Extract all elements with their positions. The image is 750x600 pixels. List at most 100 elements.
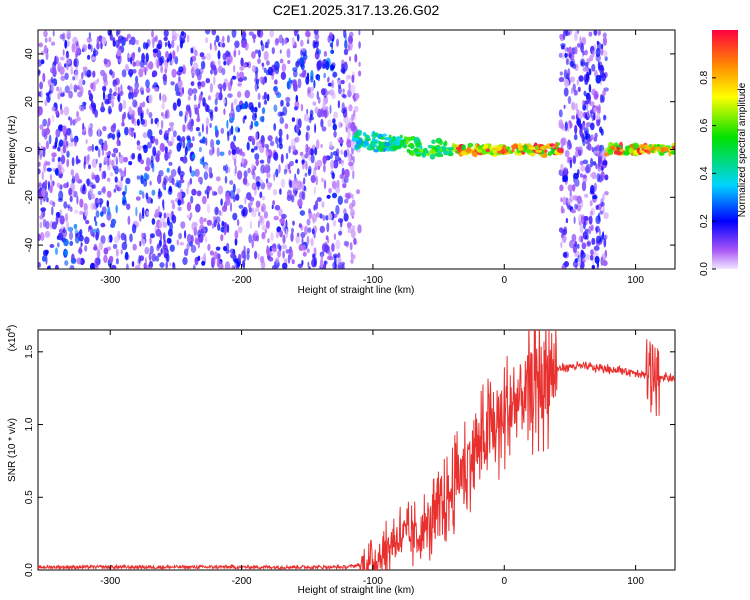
noise-cell <box>107 236 110 244</box>
noise-cell <box>250 200 254 206</box>
signal-cell <box>658 151 665 156</box>
noise-cell <box>595 204 599 210</box>
noise-cell <box>181 136 186 143</box>
noise-cell <box>47 79 52 85</box>
noise-cell <box>114 156 118 162</box>
noise-cell <box>325 60 330 71</box>
noise-cell <box>180 31 185 36</box>
noise-cell <box>304 225 308 235</box>
noise-cell <box>307 227 312 234</box>
snr-y-label: SNR (10 * v/v) <box>7 418 18 482</box>
noise-cell <box>339 173 345 180</box>
noise-cell <box>282 234 286 244</box>
noise-cell <box>149 245 154 255</box>
noise-cell <box>293 70 298 78</box>
noise-cell <box>304 30 311 38</box>
noise-cell <box>586 110 590 118</box>
noise-cell <box>39 124 44 130</box>
noise-cell <box>85 219 90 225</box>
noise-cell <box>197 229 201 238</box>
noise-cell <box>574 46 578 55</box>
noise-cell <box>289 248 294 258</box>
noise-cell <box>66 127 72 136</box>
noise-cell <box>118 140 121 146</box>
noise-cell <box>63 201 68 209</box>
noise-cell <box>171 68 177 78</box>
noise-cell <box>306 108 309 115</box>
noise-cell <box>227 265 232 269</box>
noise-cell <box>236 71 240 79</box>
noise-cell <box>147 129 153 139</box>
noise-cell <box>225 249 230 254</box>
noise-cell <box>79 198 84 208</box>
noise-cell <box>106 190 112 198</box>
noise-cell <box>39 232 45 241</box>
noise-cell <box>258 49 261 58</box>
noise-cell <box>82 79 86 86</box>
noise-cell <box>590 224 594 231</box>
noise-cell <box>172 262 175 268</box>
noise-cell <box>189 165 192 174</box>
noise-cell <box>178 110 183 117</box>
noise-cell <box>329 104 332 115</box>
noise-cell <box>272 247 277 253</box>
noise-cell <box>183 248 189 257</box>
noise-cell <box>151 218 156 225</box>
noise-cell <box>577 86 581 93</box>
noise-cell <box>229 180 234 185</box>
noise-cell <box>307 261 310 268</box>
noise-cell <box>279 58 284 64</box>
noise-cell <box>73 190 78 198</box>
noise-cell <box>120 90 124 96</box>
noise-cell <box>580 253 583 262</box>
noise-cell <box>285 219 288 229</box>
noise-cell <box>145 192 149 200</box>
noise-cell <box>121 121 125 127</box>
noise-cell <box>211 30 217 36</box>
noise-cell <box>107 206 111 216</box>
noise-cell <box>246 141 250 151</box>
noise-cell <box>308 91 315 99</box>
noise-cell <box>98 162 102 168</box>
noise-cell <box>127 215 131 225</box>
noise-cell <box>252 112 257 121</box>
noise-cell <box>564 78 569 88</box>
noise-cell <box>97 127 101 138</box>
noise-cell <box>602 89 606 96</box>
noise-cell <box>267 154 271 165</box>
noise-cell <box>134 81 140 89</box>
noise-cell <box>295 235 301 244</box>
noise-cell <box>44 179 48 186</box>
noise-cell <box>98 138 104 145</box>
noise-cell <box>278 137 281 143</box>
noise-cell <box>338 230 343 236</box>
noise-cell <box>74 118 78 124</box>
noise-cell <box>141 238 146 247</box>
noise-cell <box>172 102 177 111</box>
noise-cell <box>317 76 320 82</box>
noise-cell <box>323 50 328 57</box>
noise-cell <box>269 251 274 257</box>
noise-cell <box>60 103 63 111</box>
noise-cell <box>287 163 291 170</box>
noise-cell <box>348 82 351 91</box>
noise-cell <box>346 74 348 83</box>
noise-cell <box>591 237 596 245</box>
noise-cell <box>177 206 182 211</box>
noise-cell <box>215 246 221 251</box>
noise-cell <box>42 218 47 228</box>
noise-cell <box>157 174 162 185</box>
noise-cell <box>322 214 326 221</box>
noise-cell <box>284 38 288 45</box>
noise-cell <box>349 242 353 251</box>
noise-cell <box>291 227 294 234</box>
noise-cell <box>50 67 55 74</box>
noise-cell <box>319 225 325 233</box>
noise-cell <box>136 175 141 180</box>
noise-cell <box>179 138 183 149</box>
noise-cell <box>203 252 206 261</box>
signal-cell <box>644 145 651 150</box>
noise-cell <box>569 159 573 169</box>
noise-cell <box>241 208 246 217</box>
noise-cell <box>52 201 56 208</box>
